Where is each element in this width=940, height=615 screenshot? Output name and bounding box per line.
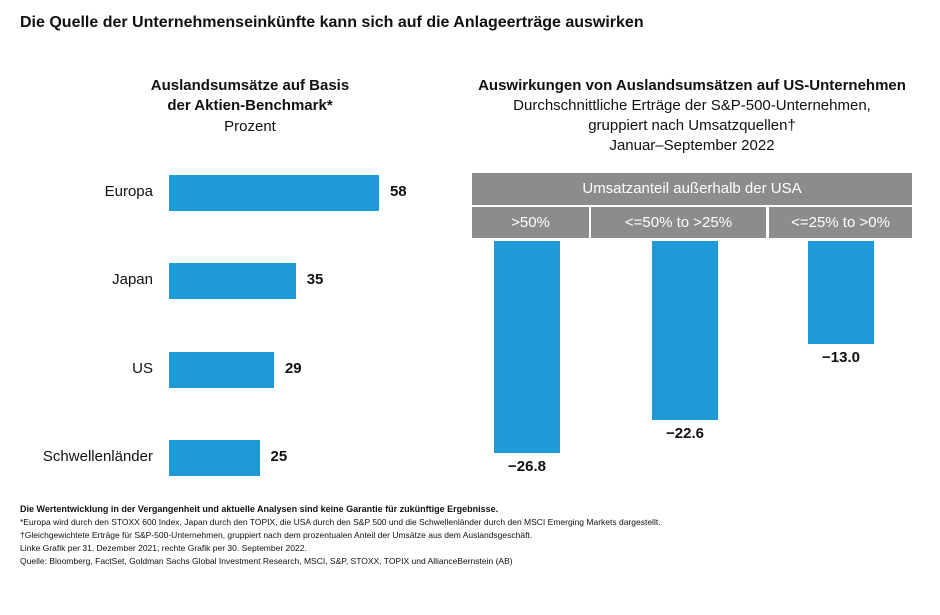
- page-title: Die Quelle der Unternehmenseinkünfte kan…: [20, 14, 644, 31]
- category-header: >50%: [472, 207, 589, 238]
- data-label: −22.6: [666, 424, 704, 442]
- right-subtitle-line: gruppiert nach Umsatzquellen†: [588, 117, 796, 134]
- left-chart-unit: Prozent: [224, 118, 276, 135]
- footnote: *Europa wird durch den STOXX 600 Index, …: [20, 517, 661, 527]
- category-header: <=50% to >25%: [591, 207, 766, 238]
- data-label: 35: [306, 271, 324, 289]
- footnote: Linke Grafik per 31. Dezember 2021; rech…: [20, 543, 307, 553]
- left-title-line: Auslandsumsätze auf Basis: [150, 77, 350, 94]
- bar: [169, 175, 379, 211]
- bar: [494, 241, 560, 453]
- data-label: 58: [389, 183, 407, 200]
- bar: [169, 351, 274, 388]
- group-header: Umsatzanteil außerhalb der USA: [472, 173, 912, 205]
- category-label: US: [132, 359, 153, 377]
- data-label: −13.0: [822, 348, 860, 366]
- data-label: 25: [270, 447, 288, 465]
- data-label: −26.8: [508, 457, 546, 475]
- disclaimer: Die Wertentwicklung in der Vergangenheit…: [20, 504, 499, 514]
- category-header: <=25% to >0%: [769, 207, 912, 238]
- bar: [652, 241, 718, 420]
- footnote: †Gleichgewichtete Erträge für S&P-500-Un…: [20, 530, 533, 540]
- left-chart-title: Auslandsumsätze auf Basis der Aktien-Ben…: [80, 76, 420, 116]
- right-title: Auswirkungen von Auslandsumsätzen auf US…: [478, 77, 906, 94]
- category-label: Europa: [104, 183, 153, 200]
- footnotes: Die Wertentwicklung in der Vergangenheit…: [20, 503, 661, 568]
- footnote: Quelle: Bloomberg, FactSet, Goldman Sach…: [20, 556, 513, 566]
- bar: [169, 439, 260, 476]
- category-label: Schwellenländer: [42, 447, 153, 465]
- right-subtitle-line: Januar–September 2022: [609, 137, 775, 154]
- left-title-line: der Aktien-Benchmark*: [167, 97, 333, 114]
- right-chart-title: Auswirkungen von Auslandsumsätzen auf US…: [462, 76, 922, 156]
- bar: [808, 241, 874, 344]
- bar: [169, 263, 296, 300]
- right-subtitle-line: Durchschnittliche Erträge der S&P-500-Un…: [513, 97, 871, 114]
- category-label: Japan: [112, 271, 153, 289]
- data-label: 29: [284, 359, 302, 377]
